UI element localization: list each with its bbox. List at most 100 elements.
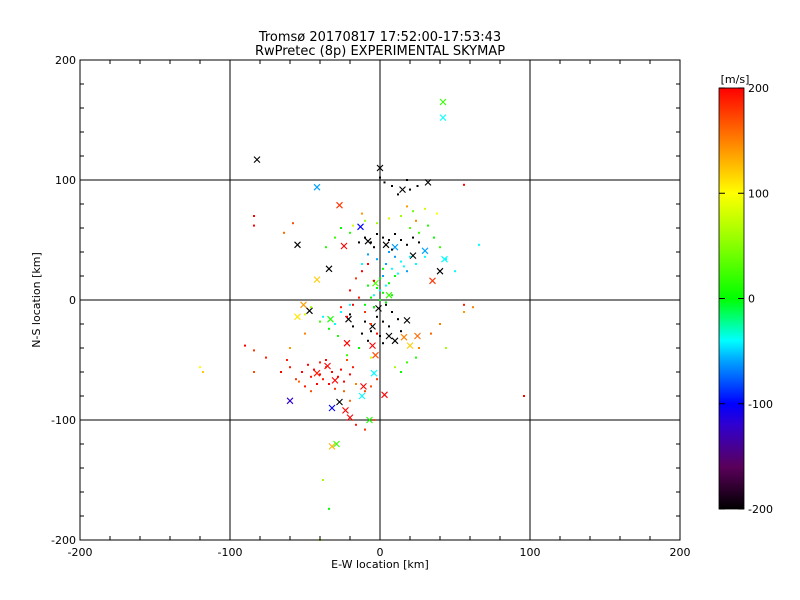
data-point-dot — [355, 277, 357, 280]
data-point-x-marker — [399, 186, 406, 193]
data-point-dot — [370, 356, 372, 359]
data-point-x-marker — [370, 369, 378, 377]
data-point-dot — [340, 227, 342, 229]
colorbar-tick-label: -100 — [748, 398, 773, 411]
data-point-dot — [406, 270, 408, 273]
data-point-dot — [379, 277, 381, 280]
y-tick-label: 100 — [55, 174, 76, 187]
data-point-dot — [385, 303, 387, 306]
data-point-dot — [400, 330, 402, 333]
data-point-dot — [388, 251, 390, 253]
data-point-x-marker — [400, 333, 408, 341]
data-point-dot — [424, 207, 426, 210]
data-point-x-marker — [385, 291, 393, 299]
data-point-dot — [199, 366, 201, 369]
data-point-dot — [391, 248, 393, 251]
data-point-x-marker — [357, 223, 364, 231]
data-point-dot — [523, 395, 525, 397]
data-point-x-marker — [286, 397, 294, 405]
data-point-dot — [364, 219, 366, 222]
data-point-x-marker — [382, 241, 390, 249]
data-point-dot — [346, 315, 348, 318]
data-point-dot — [325, 246, 327, 249]
data-point-dot — [364, 236, 366, 239]
data-point-dot — [370, 323, 372, 325]
data-point-dot — [328, 507, 330, 510]
data-point-dot — [412, 210, 414, 213]
data-point-dot — [328, 327, 330, 330]
data-point-dot — [409, 188, 411, 191]
data-point-dot — [358, 347, 360, 349]
data-point-dot — [418, 241, 420, 244]
data-point-dot — [418, 347, 420, 349]
data-point-dot — [383, 181, 386, 184]
data-point-x-marker — [406, 342, 414, 349]
data-point-x-marker — [436, 267, 444, 275]
data-point-dot — [445, 258, 447, 261]
data-point-x-marker — [325, 265, 333, 273]
data-point-dot — [406, 361, 408, 364]
data-point-dot — [340, 311, 342, 313]
data-point-x-marker — [306, 307, 313, 315]
data-point-dot — [364, 303, 366, 306]
data-point-dot — [286, 359, 288, 361]
data-point-dot — [361, 270, 363, 273]
data-point-dot — [325, 366, 327, 369]
data-point-dot — [376, 378, 378, 381]
data-point-dot — [424, 255, 426, 258]
x-axis-ticks: -200 -100 0 100 200 — [68, 60, 691, 559]
data-point-dot — [328, 383, 330, 385]
data-point-dot — [415, 356, 417, 359]
colorbar-label: [m/s] — [721, 73, 750, 86]
data-point-dot — [349, 399, 351, 402]
data-point-dot — [343, 390, 345, 393]
data-point-x-marker — [313, 276, 321, 283]
data-point-dot — [454, 270, 456, 273]
data-point-dot — [289, 347, 291, 349]
data-point-x-marker — [421, 247, 429, 255]
data-point-dot — [382, 236, 384, 239]
data-point-dot — [379, 289, 381, 292]
data-point-x-marker — [300, 301, 307, 309]
data-point-dot — [355, 423, 357, 426]
data-point-dot — [340, 368, 342, 371]
data-point-dot — [307, 363, 309, 366]
data-point-dot — [364, 428, 366, 431]
data-point-dot — [358, 241, 360, 244]
data-point-dot — [358, 296, 360, 299]
data-point-dot — [349, 289, 351, 292]
data-point-dot — [373, 246, 375, 249]
data-point-dot — [397, 272, 399, 275]
data-point-x-marker — [381, 391, 388, 399]
data-point-dot — [388, 239, 390, 241]
data-point-dot — [416, 185, 419, 187]
data-point-dot — [364, 390, 366, 393]
colorbar-tick-label: -200 — [748, 503, 773, 516]
data-point-x-marker — [343, 339, 351, 347]
data-point-dot — [349, 313, 351, 316]
data-point-x-marker — [340, 242, 348, 250]
data-point-dot — [376, 222, 378, 225]
data-point-dot — [349, 303, 351, 306]
data-point-dot — [394, 275, 396, 277]
x-tick-label: -100 — [218, 546, 243, 559]
data-point-dot — [253, 224, 255, 227]
data-point-dot — [298, 380, 300, 383]
data-point-dot — [376, 233, 378, 235]
data-point-dot — [406, 179, 408, 181]
data-point-dot — [355, 383, 357, 385]
x-tick-label: 0 — [377, 546, 384, 559]
data-point-dot — [337, 335, 339, 337]
data-point-x-marker — [333, 440, 340, 448]
data-point-dot — [376, 258, 378, 261]
data-point-dot — [406, 243, 408, 246]
data-point-dot — [463, 303, 465, 306]
data-point-dot — [361, 212, 363, 215]
data-point-dot — [463, 311, 465, 313]
data-point-dot — [304, 313, 306, 316]
data-point-x-marker — [391, 337, 399, 345]
data-point-x-marker — [375, 305, 382, 312]
data-point-x-marker — [346, 414, 354, 421]
data-point-dot — [319, 373, 321, 376]
data-point-x-marker — [294, 241, 301, 249]
